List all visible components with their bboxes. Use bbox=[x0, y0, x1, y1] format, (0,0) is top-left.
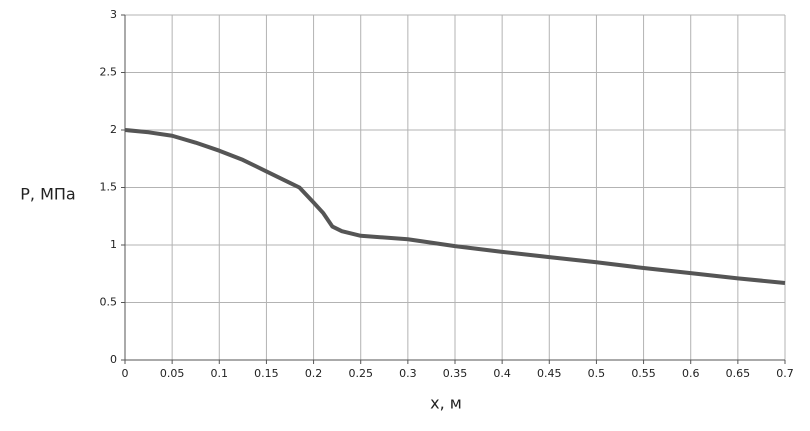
x-tick-label: 0.25 bbox=[348, 367, 373, 380]
y-tick-label: 0.5 bbox=[100, 296, 118, 309]
x-tick-label: 0.3 bbox=[399, 367, 417, 380]
x-tick-label: 0.55 bbox=[631, 367, 656, 380]
x-tick-label: 0.35 bbox=[443, 367, 468, 380]
x-tick-label: 0 bbox=[122, 367, 129, 380]
data-line bbox=[124, 128, 786, 285]
x-tick-label: 0.15 bbox=[254, 367, 279, 380]
y-tick-label: 1.5 bbox=[100, 181, 118, 194]
x-tick-label: 0.5 bbox=[588, 367, 606, 380]
y-tick-label: 0 bbox=[110, 353, 117, 366]
x-tick-label: 0.65 bbox=[726, 367, 751, 380]
y-axis-title: P, МПа bbox=[20, 185, 75, 204]
y-tick-label: 3 bbox=[110, 8, 117, 21]
x-axis-title: x, м bbox=[430, 394, 462, 413]
y-tick-label: 2 bbox=[110, 123, 117, 136]
x-tick-label: 0.7 bbox=[776, 367, 794, 380]
x-tick-label: 0.4 bbox=[493, 367, 511, 380]
x-tick-label: 0.2 bbox=[305, 367, 323, 380]
y-tick-label: 2.5 bbox=[100, 66, 118, 79]
x-tick-label: 0.6 bbox=[682, 367, 700, 380]
y-tick-label: 1 bbox=[110, 238, 117, 251]
x-tick-label: 0.05 bbox=[160, 367, 185, 380]
x-tick-label: 0.45 bbox=[537, 367, 562, 380]
x-tick-label: 0.1 bbox=[211, 367, 229, 380]
